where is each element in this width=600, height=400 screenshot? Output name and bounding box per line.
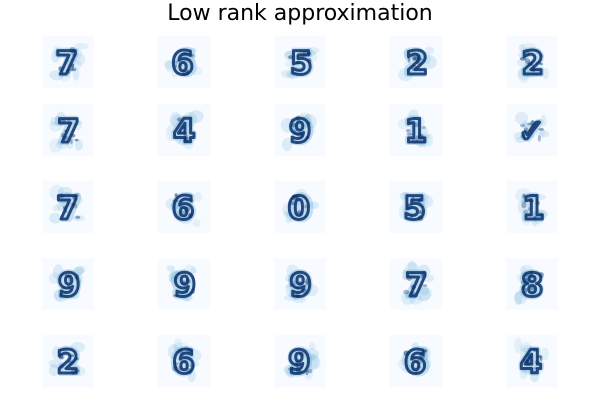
svg-text:9: 9 bbox=[289, 343, 311, 381]
svg-text:2: 2 bbox=[58, 343, 80, 381]
svg-text:9: 9 bbox=[58, 266, 80, 304]
svg-text:6: 6 bbox=[172, 343, 194, 381]
svg-text:5: 5 bbox=[290, 44, 312, 82]
svg-text:5: 5 bbox=[404, 189, 426, 227]
svg-text:9: 9 bbox=[290, 266, 312, 304]
svg-text:2: 2 bbox=[404, 44, 426, 82]
svg-text:7: 7 bbox=[56, 189, 78, 227]
digit-image-10: ✓ ✓ bbox=[506, 104, 558, 156]
figure-title: Low rank approximation bbox=[167, 1, 433, 26]
svg-text:6: 6 bbox=[173, 44, 195, 82]
svg-text:8: 8 bbox=[521, 266, 543, 304]
svg-text:4: 4 bbox=[173, 112, 195, 150]
svg-text:7: 7 bbox=[403, 266, 425, 304]
svg-text:1: 1 bbox=[521, 189, 543, 227]
svg-text:7: 7 bbox=[56, 112, 78, 150]
svg-text:5: 5 bbox=[290, 44, 312, 82]
svg-text:6: 6 bbox=[172, 189, 194, 227]
svg-text:✓: ✓ bbox=[518, 112, 545, 150]
svg-text:0: 0 bbox=[288, 189, 310, 227]
svg-text:7: 7 bbox=[56, 44, 78, 82]
svg-text:1: 1 bbox=[405, 112, 427, 150]
svg-text:9: 9 bbox=[174, 266, 196, 304]
svg-text:9: 9 bbox=[290, 112, 312, 150]
svg-text:7: 7 bbox=[58, 189, 80, 227]
svg-text:9: 9 bbox=[172, 266, 194, 304]
svg-text:1: 1 bbox=[522, 189, 544, 227]
svg-text:8: 8 bbox=[521, 266, 543, 304]
svg-text:6: 6 bbox=[171, 44, 193, 82]
svg-text:0: 0 bbox=[290, 189, 312, 227]
svg-text:7: 7 bbox=[405, 266, 427, 304]
svg-text:4: 4 bbox=[520, 343, 542, 381]
svg-text:7: 7 bbox=[56, 44, 78, 82]
svg-text:7: 7 bbox=[57, 112, 79, 150]
svg-text:✓: ✓ bbox=[519, 112, 546, 150]
svg-text:9: 9 bbox=[289, 112, 311, 150]
svg-text:6: 6 bbox=[172, 189, 194, 227]
svg-text:6: 6 bbox=[406, 343, 428, 381]
svg-text:5: 5 bbox=[403, 189, 425, 227]
svg-text:2: 2 bbox=[57, 343, 79, 381]
svg-text:6: 6 bbox=[173, 343, 195, 381]
svg-text:4: 4 bbox=[173, 112, 195, 150]
svg-text:2: 2 bbox=[406, 44, 428, 82]
svg-text:9: 9 bbox=[288, 343, 310, 381]
svg-text:9: 9 bbox=[58, 266, 80, 304]
svg-text:2: 2 bbox=[522, 44, 544, 82]
svg-text:2: 2 bbox=[522, 44, 544, 82]
svg-text:9: 9 bbox=[289, 266, 311, 304]
svg-text:4: 4 bbox=[520, 343, 542, 381]
svg-text:1: 1 bbox=[404, 112, 426, 150]
svg-text:6: 6 bbox=[404, 343, 426, 381]
